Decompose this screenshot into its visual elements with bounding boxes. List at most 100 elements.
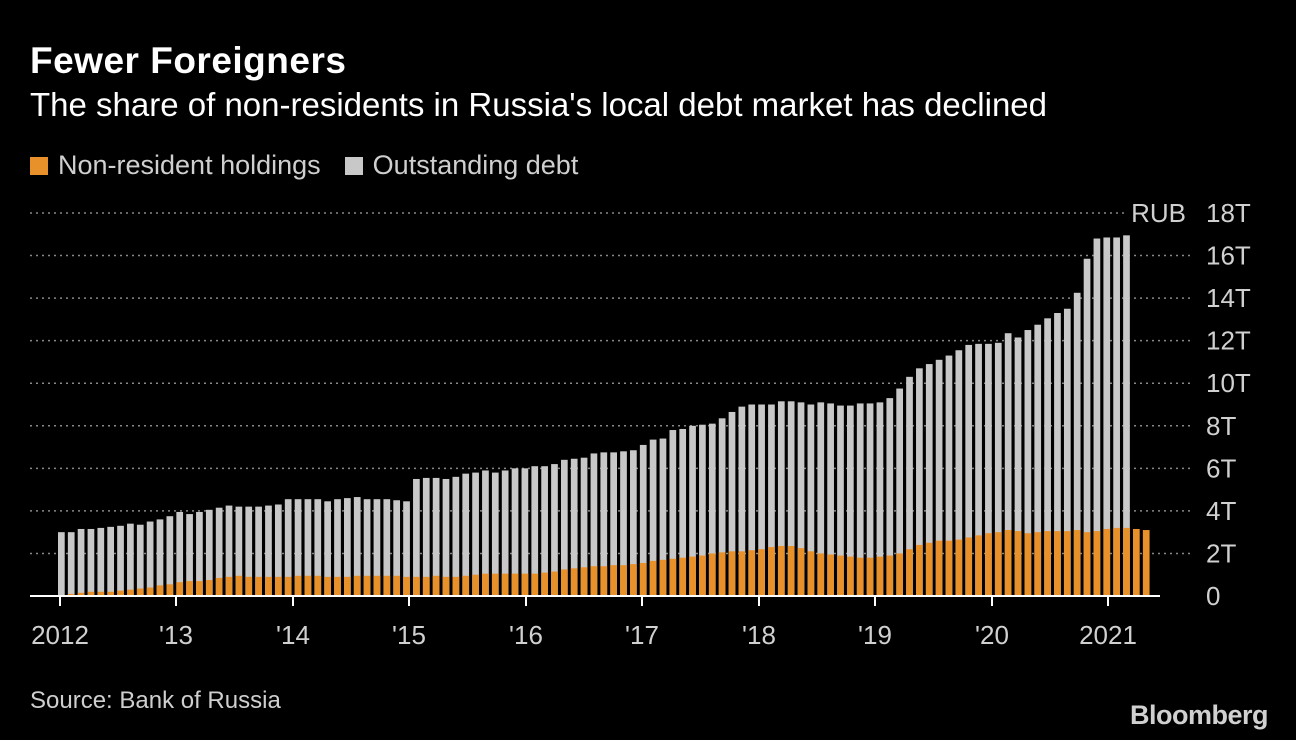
outstanding-bar — [413, 478, 420, 596]
outstanding-bar — [442, 478, 450, 596]
x-tick-label: '17 — [625, 620, 659, 650]
outstanding-bar — [324, 501, 331, 596]
outstanding-bar — [994, 342, 1002, 596]
non-resident-bar — [353, 575, 361, 596]
outstanding-bar — [827, 403, 834, 596]
outstanding-bar — [886, 398, 894, 596]
outstanding-bar — [363, 499, 371, 596]
outstanding-bar — [501, 470, 509, 596]
outstanding-bar — [846, 405, 854, 596]
outstanding-bar — [215, 507, 223, 596]
non-resident-bar — [294, 575, 302, 596]
x-tick-label: '18 — [742, 620, 776, 650]
non-resident-bar — [935, 540, 943, 596]
axes: 0 2T 4T 6T 8T 10T 12T 14T 16T 18T RUB 2012 '13 '14 '15… — [30, 198, 1251, 650]
non-resident-bar — [127, 589, 134, 596]
outstanding-bar — [235, 506, 243, 596]
outstanding-bar — [896, 388, 904, 596]
non-resident-bar — [807, 551, 815, 596]
outstanding-bar — [156, 519, 164, 596]
outstanding-bar — [482, 470, 489, 596]
brand-logo: Bloomberg — [1129, 700, 1269, 730]
x-tick-label: 2021 — [1079, 620, 1137, 650]
non-resident-bar — [511, 573, 519, 596]
non-resident-bar — [1083, 532, 1091, 596]
legend-item-non-resident: Non-resident holdings — [30, 150, 321, 181]
non-resident-bar — [551, 571, 558, 596]
non-resident-bar — [462, 575, 470, 596]
non-resident-bar — [1063, 531, 1071, 596]
legend-label-non-resident: Non-resident holdings — [58, 150, 321, 180]
outstanding-bar — [265, 505, 272, 596]
outstanding-bar — [304, 499, 312, 596]
non-resident-bar — [1133, 528, 1140, 596]
non-resident-bar — [383, 575, 391, 596]
non-resident-bar — [906, 549, 913, 596]
outstanding-bar — [136, 524, 144, 596]
outstanding-debt-bars — [58, 235, 1130, 596]
non-resident-bar — [422, 576, 430, 596]
non-resident-bar — [758, 549, 765, 596]
outstanding-bar — [462, 473, 470, 596]
outstanding-bar — [284, 499, 292, 596]
non-resident-bar — [955, 539, 963, 596]
x-tick-label: '13 — [159, 620, 193, 650]
outstanding-bar — [1054, 313, 1061, 596]
non-resident-bar — [620, 565, 627, 596]
outstanding-bar — [1024, 330, 1032, 596]
outstanding-bar — [669, 430, 677, 596]
outstanding-bar — [127, 523, 134, 596]
non-resident-bar — [363, 575, 371, 596]
non-resident-bar — [560, 569, 568, 596]
non-resident-bar — [975, 535, 982, 596]
non-resident-bar — [1142, 530, 1150, 596]
outstanding-bar — [935, 359, 943, 596]
outstanding-bar — [107, 526, 115, 596]
outstanding-bar — [245, 506, 253, 596]
outstanding-bar — [255, 506, 262, 596]
non-resident-bar — [699, 555, 706, 596]
outstanding-bar — [866, 403, 874, 596]
non-resident-bar — [896, 553, 904, 596]
non-resident-bar — [866, 557, 874, 596]
x-tick-label: '16 — [509, 620, 543, 650]
y-tick-label: 6T — [1206, 453, 1236, 483]
non-resident-bar — [580, 567, 588, 596]
non-resident-bar — [265, 576, 272, 596]
outstanding-bar — [146, 521, 154, 596]
non-resident-bar — [77, 592, 85, 596]
outstanding-bar — [777, 401, 785, 596]
non-resident-bar — [708, 553, 716, 596]
outstanding-bar — [294, 499, 302, 596]
non-resident-bar — [176, 582, 184, 596]
outstanding-bar — [600, 452, 608, 596]
non-resident-bar — [846, 556, 854, 596]
non-resident-bar — [570, 568, 578, 596]
non-resident-bar — [590, 566, 598, 596]
outstanding-bar — [383, 499, 391, 596]
non-resident-bar — [87, 591, 95, 596]
non-resident-bar — [876, 556, 884, 596]
outstanding-bar — [551, 464, 558, 596]
non-resident-bar — [413, 576, 420, 596]
outstanding-bar — [393, 500, 401, 596]
non-resident-bar — [1014, 531, 1022, 596]
outstanding-bar — [491, 472, 499, 596]
outstanding-bar — [768, 404, 775, 596]
outstanding-bar — [728, 411, 736, 596]
non-resident-bar — [1103, 528, 1111, 596]
outstanding-bar — [916, 368, 923, 596]
non-resident-bar — [531, 573, 539, 596]
outstanding-bar — [521, 468, 529, 596]
outstanding-bar — [570, 458, 578, 596]
non-resident-bar — [472, 574, 479, 596]
outstanding-bar — [422, 477, 430, 596]
outstanding-bar — [955, 350, 963, 596]
non-resident-bar — [748, 550, 756, 596]
non-resident-bar — [314, 575, 322, 596]
outstanding-bar — [708, 423, 716, 596]
outstanding-bar — [580, 457, 588, 596]
outstanding-bar — [1044, 318, 1051, 596]
x-tick-label: '20 — [975, 620, 1009, 650]
outstanding-bar — [353, 497, 361, 596]
